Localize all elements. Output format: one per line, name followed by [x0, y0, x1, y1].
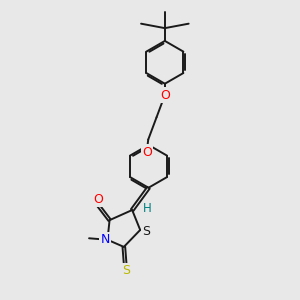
Text: O: O: [93, 193, 103, 206]
Text: N: N: [100, 233, 110, 246]
Text: S: S: [122, 264, 130, 277]
Text: H: H: [143, 202, 152, 215]
Text: O: O: [160, 88, 170, 101]
Text: S: S: [142, 225, 150, 238]
Text: O: O: [142, 146, 152, 159]
